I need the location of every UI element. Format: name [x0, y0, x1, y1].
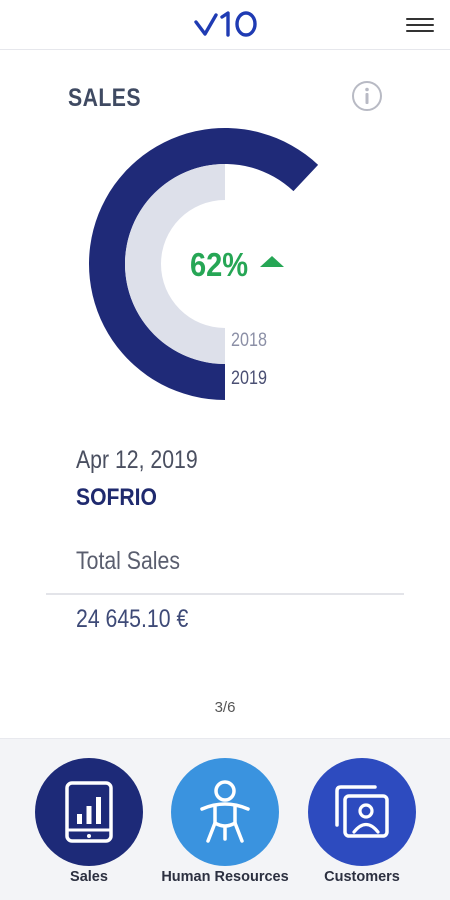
person-figure-icon: [200, 780, 250, 843]
contact-cards-icon: [335, 785, 389, 838]
page-indicator: 3/6: [214, 699, 236, 716]
total-sales-value: 24 645.10 €: [76, 605, 189, 633]
company-name: SOFRIO: [76, 484, 157, 511]
nav-customers-button[interactable]: Customers: [287, 758, 437, 893]
top-bar: [0, 0, 450, 50]
legend-year-current: 2019: [231, 368, 267, 389]
nav-sales-label: Sales: [70, 869, 108, 885]
legend-year-previous: 2018: [231, 330, 267, 351]
triangle-up-icon: [260, 255, 285, 267]
v10-logo[interactable]: [192, 6, 262, 40]
nav-customers-circle[interactable]: [308, 758, 416, 866]
growth-indicator: 62%: [190, 246, 285, 284]
tablet-bar-chart-icon: [65, 781, 113, 843]
hamburger-menu-icon[interactable]: [404, 14, 436, 36]
ring-2018: [125, 164, 225, 364]
record-date: Apr 12, 2019: [76, 446, 198, 474]
widget-title: SALES: [68, 84, 141, 112]
ring-2019: [88, 128, 319, 401]
nav-customers-label: Customers: [324, 869, 400, 885]
total-sales-label: Total Sales: [76, 547, 180, 575]
nav-human-resources-button[interactable]: Human Resources: [150, 758, 300, 893]
nav-hr-label: Human Resources: [161, 869, 289, 885]
growth-percentage: 62%: [190, 246, 249, 283]
nav-hr-circle[interactable]: [171, 758, 279, 866]
info-icon[interactable]: [351, 80, 383, 112]
nav-sales-button[interactable]: Sales: [14, 758, 164, 893]
sales-ring-chart: [88, 128, 319, 401]
divider: [46, 593, 404, 595]
nav-sales-circle[interactable]: [35, 758, 143, 866]
